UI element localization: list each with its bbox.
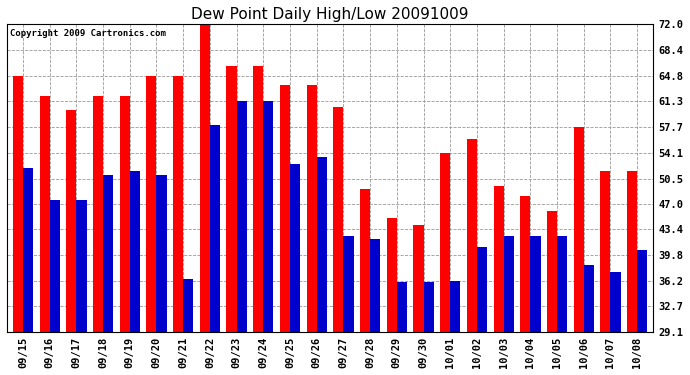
Bar [39,96,50,332]
Bar [93,96,103,332]
Bar [451,281,460,332]
Bar [424,282,434,332]
Bar [440,153,451,332]
Bar [504,236,514,332]
Bar [13,76,23,332]
Bar [333,107,344,332]
Bar [370,240,380,332]
Bar [146,76,157,332]
Bar [280,86,290,332]
Bar [237,101,247,332]
Bar [573,127,584,332]
Title: Dew Point Daily High/Low 20091009: Dew Point Daily High/Low 20091009 [191,7,469,22]
Text: Copyright 2009 Cartronics.com: Copyright 2009 Cartronics.com [10,29,166,38]
Bar [183,279,193,332]
Bar [290,164,300,332]
Bar [600,171,611,332]
Bar [23,168,33,332]
Bar [306,86,317,332]
Bar [413,225,424,332]
Bar [264,101,273,332]
Bar [77,200,86,332]
Bar [386,218,397,332]
Bar [50,200,60,332]
Bar [360,189,370,332]
Bar [547,211,557,332]
Bar [130,171,140,332]
Bar [467,139,477,332]
Bar [103,175,113,332]
Bar [226,66,237,332]
Bar [119,96,130,332]
Bar [253,66,264,332]
Bar [493,186,504,332]
Bar [611,272,620,332]
Bar [584,265,594,332]
Bar [66,111,77,332]
Bar [520,196,531,332]
Bar [557,236,567,332]
Bar [157,175,167,332]
Bar [477,247,487,332]
Bar [531,236,540,332]
Bar [344,236,353,332]
Bar [210,125,220,332]
Bar [317,157,327,332]
Bar [627,171,637,332]
Bar [397,282,407,332]
Bar [637,250,647,332]
Bar [173,76,183,332]
Bar [199,24,210,332]
